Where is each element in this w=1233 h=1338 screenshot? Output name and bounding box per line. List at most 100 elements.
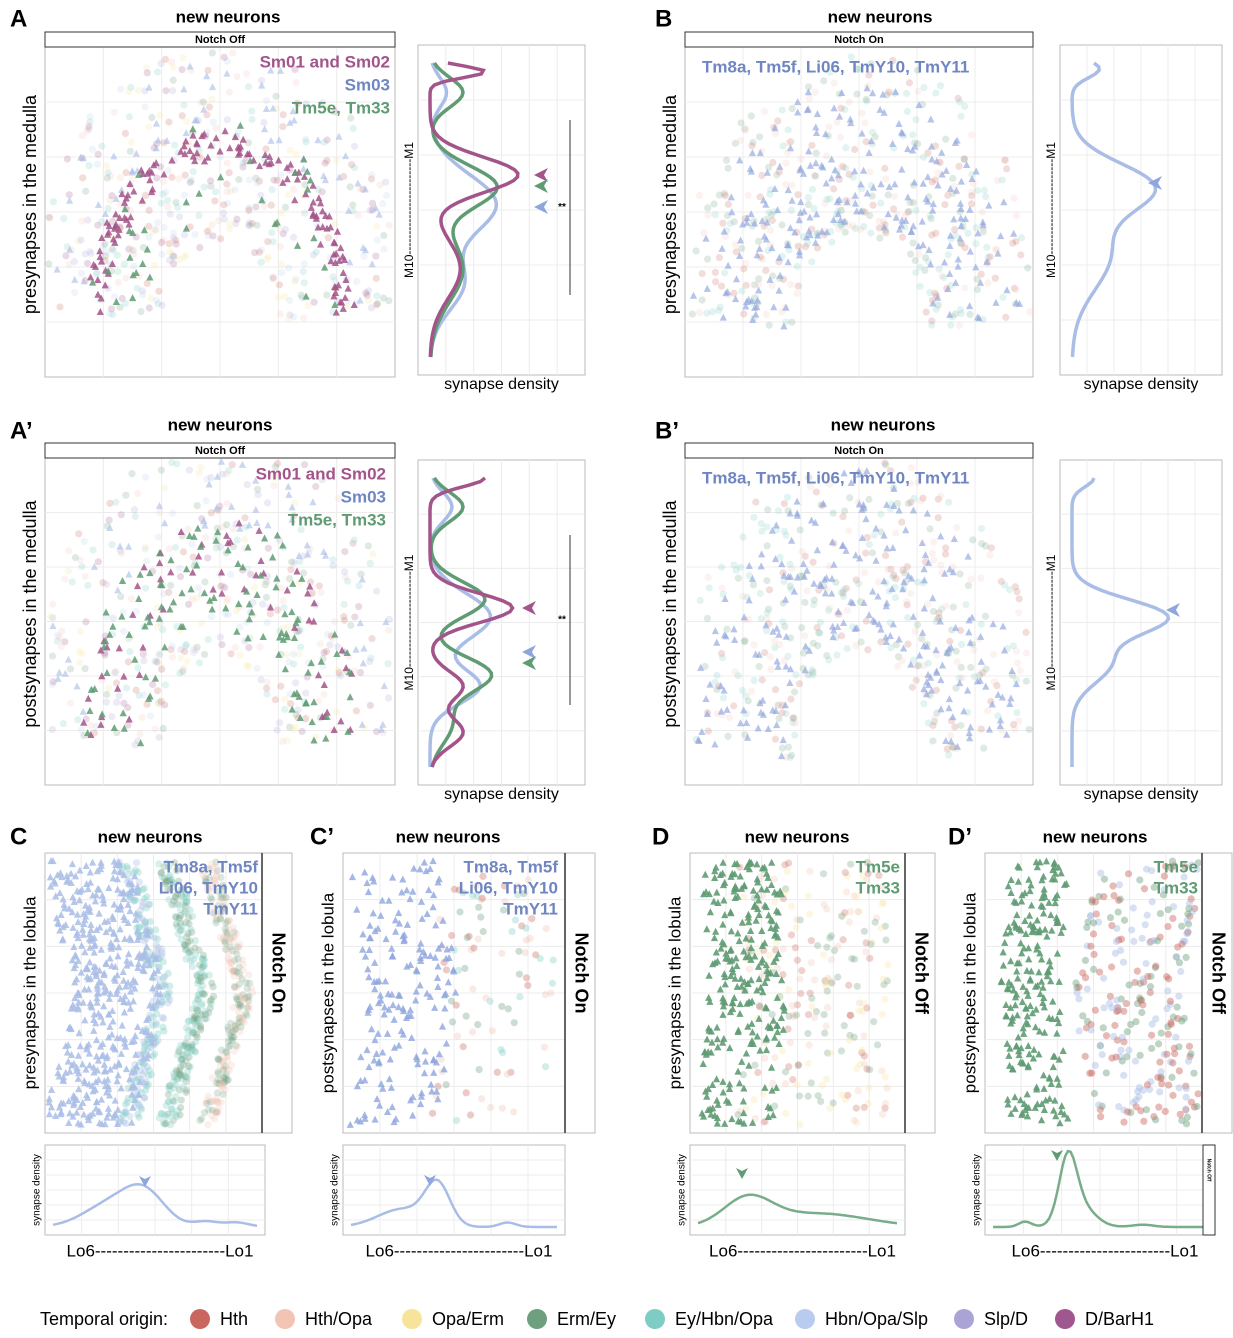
point	[1121, 917, 1128, 924]
point	[863, 617, 870, 624]
point	[941, 201, 948, 208]
point	[429, 1110, 436, 1117]
point	[1011, 195, 1018, 202]
point	[820, 77, 827, 84]
panel-label: D’	[948, 823, 972, 850]
point	[262, 145, 269, 152]
point	[274, 177, 281, 184]
point	[809, 671, 816, 678]
point	[190, 649, 197, 656]
point	[274, 606, 281, 613]
point	[704, 255, 711, 262]
point	[256, 249, 263, 256]
point	[385, 627, 392, 634]
point	[696, 309, 703, 316]
point	[823, 652, 830, 659]
point	[353, 707, 360, 714]
point	[811, 1014, 818, 1021]
density-label: synapse density	[677, 1154, 688, 1226]
point	[718, 283, 725, 290]
point	[1088, 1070, 1095, 1077]
point	[229, 968, 236, 975]
point	[914, 579, 921, 586]
point	[368, 635, 375, 642]
point	[788, 319, 795, 326]
point	[169, 253, 176, 260]
point	[955, 163, 962, 170]
point	[49, 726, 56, 733]
point	[1183, 954, 1190, 961]
point	[49, 652, 56, 659]
point	[180, 254, 187, 261]
point	[854, 983, 861, 990]
point	[842, 229, 849, 236]
point	[505, 1005, 512, 1012]
point	[160, 725, 167, 732]
point	[331, 618, 338, 625]
point	[705, 728, 712, 735]
point	[992, 275, 999, 282]
point	[181, 192, 188, 199]
point	[745, 192, 752, 199]
point	[1165, 1031, 1172, 1038]
point	[164, 990, 171, 997]
point	[300, 314, 307, 321]
point	[265, 545, 272, 552]
point	[164, 204, 171, 211]
point	[196, 244, 203, 251]
point	[982, 665, 989, 672]
point	[61, 575, 68, 582]
point	[823, 905, 830, 912]
point	[169, 87, 176, 94]
point	[907, 590, 914, 597]
point	[121, 260, 128, 267]
point	[1013, 647, 1020, 654]
point	[1096, 969, 1103, 976]
point	[303, 138, 310, 145]
point	[543, 925, 550, 932]
point	[937, 82, 944, 89]
point	[785, 744, 792, 751]
point	[367, 702, 374, 709]
point	[1109, 882, 1116, 889]
point	[861, 1000, 868, 1007]
point	[904, 614, 911, 621]
point	[877, 511, 884, 518]
point	[280, 111, 287, 118]
point	[954, 658, 961, 665]
point	[218, 1047, 225, 1054]
point	[1156, 1059, 1163, 1066]
point	[77, 628, 84, 635]
point	[231, 186, 238, 193]
point	[145, 123, 152, 130]
point	[986, 552, 993, 559]
point	[957, 722, 964, 729]
point	[978, 621, 985, 628]
point	[1175, 993, 1182, 1000]
point	[1115, 897, 1122, 904]
point	[1157, 910, 1164, 917]
panel-label: D	[652, 823, 669, 850]
point	[1120, 1119, 1127, 1126]
point	[838, 1091, 845, 1098]
density-label: synapse density	[1084, 786, 1199, 803]
point	[874, 1041, 881, 1048]
point	[227, 957, 234, 964]
point	[1023, 649, 1030, 656]
point	[251, 583, 258, 590]
point	[191, 231, 198, 238]
point	[1103, 1069, 1110, 1076]
point	[175, 1048, 182, 1055]
point	[156, 509, 163, 516]
point	[167, 582, 174, 589]
point	[724, 165, 731, 172]
point	[152, 926, 159, 933]
point	[1003, 165, 1010, 172]
point	[845, 527, 852, 534]
point	[141, 1094, 148, 1101]
point	[362, 289, 369, 296]
point	[47, 613, 54, 620]
point	[838, 1047, 845, 1054]
point	[774, 117, 781, 124]
point	[1181, 1015, 1188, 1022]
